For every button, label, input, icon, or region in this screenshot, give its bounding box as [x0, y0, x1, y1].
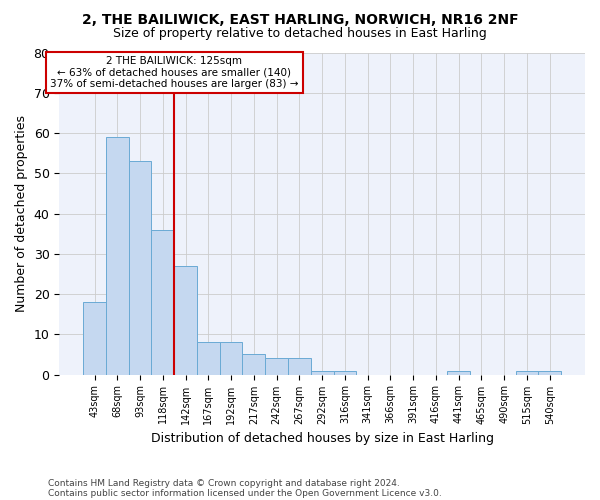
Text: 2 THE BAILIWICK: 125sqm
← 63% of detached houses are smaller (140)
37% of semi-d: 2 THE BAILIWICK: 125sqm ← 63% of detache… — [50, 56, 298, 89]
Bar — [538, 370, 561, 374]
Bar — [334, 370, 356, 374]
Bar — [197, 342, 220, 374]
Bar — [151, 230, 174, 374]
Bar — [311, 370, 334, 374]
Bar — [174, 266, 197, 374]
Bar — [265, 358, 288, 374]
Y-axis label: Number of detached properties: Number of detached properties — [15, 115, 28, 312]
Bar — [128, 161, 151, 374]
Bar — [448, 370, 470, 374]
Bar — [220, 342, 242, 374]
Bar — [288, 358, 311, 374]
Text: Contains HM Land Registry data © Crown copyright and database right 2024.: Contains HM Land Registry data © Crown c… — [48, 478, 400, 488]
Bar — [515, 370, 538, 374]
Text: Size of property relative to detached houses in East Harling: Size of property relative to detached ho… — [113, 28, 487, 40]
Bar — [83, 302, 106, 374]
Bar — [242, 354, 265, 374]
Text: 2, THE BAILIWICK, EAST HARLING, NORWICH, NR16 2NF: 2, THE BAILIWICK, EAST HARLING, NORWICH,… — [82, 12, 518, 26]
X-axis label: Distribution of detached houses by size in East Harling: Distribution of detached houses by size … — [151, 432, 494, 445]
Bar — [106, 137, 128, 374]
Text: Contains public sector information licensed under the Open Government Licence v3: Contains public sector information licen… — [48, 488, 442, 498]
